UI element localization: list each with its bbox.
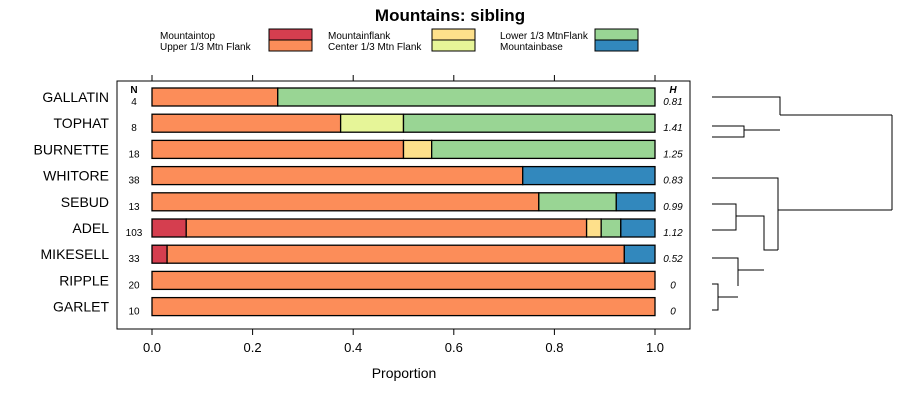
legend-label: Mountainbase <box>500 42 563 53</box>
row-label: SEBUD <box>61 194 109 210</box>
dendrogram-branch <box>712 177 892 311</box>
n-value: 13 <box>128 202 140 213</box>
h-value: 0.99 <box>663 202 683 213</box>
h-value: 0.52 <box>663 254 683 265</box>
n-column-header: N <box>130 85 137 96</box>
legend-swatch <box>431 39 476 52</box>
bar-segment <box>166 244 625 264</box>
bar-segment <box>151 218 187 238</box>
plot-frame <box>116 80 691 330</box>
bar-segment <box>185 218 588 238</box>
n-labels: 4 8 18 38 13 103 33 20 10 <box>126 97 143 318</box>
legend-label: Lower 1/3 MtnFlank <box>500 31 589 42</box>
x-axis: 0.0 0.2 0.4 0.6 0.8 1.0 <box>143 75 664 355</box>
h-labels: 0.81 1.41 1.25 0.83 0.99 1.12 0.52 0 0 <box>663 97 683 318</box>
bar-segment <box>151 244 168 264</box>
bars <box>151 87 656 317</box>
h-column-header: H <box>669 85 677 96</box>
bar-segment <box>151 139 405 160</box>
h-value: 0 <box>670 307 676 318</box>
bar-segment <box>522 165 656 186</box>
n-value: 20 <box>128 280 140 291</box>
row-labels: GALLATIN TOPHAT BURNETTE WHITORE SEBUD ADEL MI… <box>34 89 110 315</box>
bar-segment <box>402 113 656 133</box>
n-value: 18 <box>128 149 140 160</box>
bar-segment <box>151 270 656 291</box>
x-tick-label: 0.0 <box>143 340 161 355</box>
n-value: 38 <box>128 176 140 187</box>
bar-segment <box>431 139 656 160</box>
row-label: WHITORE <box>43 168 109 184</box>
bar-segment <box>585 218 602 238</box>
x-tick-label: 0.8 <box>545 340 563 355</box>
n-value: 4 <box>131 97 137 108</box>
legend-label: Center 1/3 Mtn Flank <box>328 42 422 53</box>
row-label: BURNETTE <box>34 141 109 157</box>
h-value: 1.41 <box>663 123 682 134</box>
row-label: RIPPLE <box>59 272 109 288</box>
row-label: GALLATIN <box>42 89 109 105</box>
legend-swatch <box>594 28 639 41</box>
bar-segment <box>151 113 342 133</box>
bar-segment <box>151 165 524 186</box>
legend-label: Mountaintop <box>160 31 215 42</box>
h-value: 1.12 <box>663 228 683 239</box>
row-label: TOPHAT <box>54 115 110 131</box>
bar-segment <box>623 244 656 264</box>
x-tick-label: 0.2 <box>244 340 262 355</box>
bar-segment <box>339 113 405 133</box>
n-value: 103 <box>126 228 143 239</box>
x-tick-label: 0.6 <box>445 340 463 355</box>
bar-segment <box>615 192 656 212</box>
x-tick-label: 1.0 <box>646 340 664 355</box>
x-tick-label: 0.4 <box>344 340 362 355</box>
bar-segment <box>600 218 622 238</box>
h-value: 0.83 <box>663 176 683 187</box>
row-label: GARLET <box>53 299 109 315</box>
n-value: 33 <box>128 254 140 265</box>
row-label: MIKESELL <box>41 246 110 262</box>
x-axis-title: Proportion <box>372 365 437 381</box>
bar-segment <box>151 87 279 107</box>
h-value: 1.25 <box>663 149 683 160</box>
bar-segment <box>538 192 617 212</box>
n-value: 10 <box>128 307 140 318</box>
legend-label: Mountainflank <box>328 31 391 42</box>
bar-segment <box>151 192 540 212</box>
legend-swatch <box>594 39 639 52</box>
bar-segment <box>620 218 656 238</box>
row-label: ADEL <box>72 220 109 236</box>
legend-label: Upper 1/3 Mtn Flank <box>160 42 252 53</box>
legend-swatch <box>268 39 313 52</box>
bar-segment <box>402 139 433 160</box>
bar-segment <box>151 296 656 317</box>
h-value: 0.81 <box>663 97 682 108</box>
legend-swatch <box>431 28 476 41</box>
h-value: 0 <box>670 280 676 291</box>
dendrogram-branch <box>712 96 893 210</box>
dendrogram <box>712 96 893 311</box>
chart-title: Mountains: sibling <box>375 6 525 25</box>
legend-swatch <box>268 28 313 41</box>
bar-segment <box>277 87 656 107</box>
n-value: 8 <box>131 123 137 134</box>
